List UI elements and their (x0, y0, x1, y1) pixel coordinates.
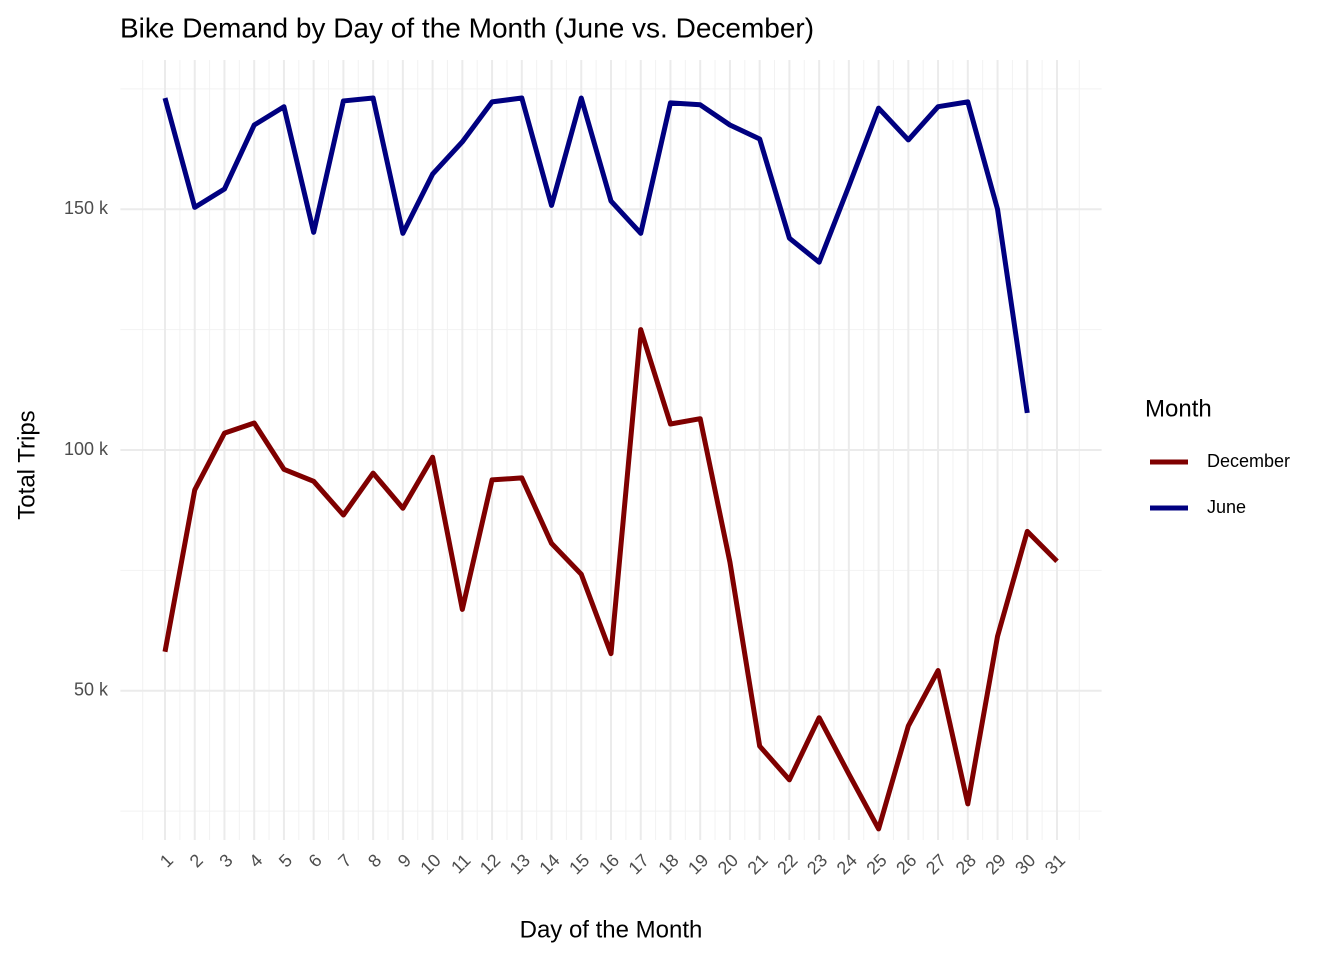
x-tick-label: 8 (364, 850, 385, 871)
x-tick-label: 21 (744, 850, 772, 878)
x-tick-label: 9 (394, 850, 415, 871)
x-tick-label: 17 (625, 850, 653, 878)
x-tick-label: 7 (334, 850, 355, 871)
x-tick-label: 14 (535, 850, 563, 878)
x-tick-label: 2 (186, 850, 207, 871)
chart-title: Bike Demand by Day of the Month (June vs… (120, 12, 814, 43)
x-tick-label: 1 (156, 850, 177, 871)
legend-label: June (1207, 497, 1246, 517)
x-tick-label: 28 (952, 850, 980, 878)
legend-label: December (1207, 451, 1290, 471)
x-tick-label: 12 (476, 850, 504, 878)
x-tick-label: 10 (416, 850, 444, 878)
y-axis-title: Total Trips (13, 410, 40, 519)
x-tick-label: 3 (215, 850, 236, 871)
x-tick-label: 27 (922, 850, 950, 878)
y-tick-label: 150 k (64, 198, 109, 218)
x-tick-label: 19 (684, 850, 712, 878)
x-tick-label: 13 (506, 850, 534, 878)
x-tick-label: 6 (305, 850, 326, 871)
x-tick-label: 11 (447, 850, 474, 877)
y-tick-label: 100 k (64, 439, 109, 459)
series-line (162, 327, 1059, 832)
x-tick-label: 15 (565, 850, 593, 878)
x-tick-label: 29 (981, 850, 1009, 878)
y-tick-label: 50 k (74, 679, 109, 699)
x-tick-label: 18 (654, 850, 682, 878)
x-tick-label: 25 (862, 850, 890, 878)
x-axis-title: Day of the Month (520, 916, 703, 943)
legend-title: Month (1145, 395, 1212, 422)
x-tick-label: 4 (245, 850, 266, 871)
series-line (162, 95, 1030, 414)
x-tick-label: 26 (892, 850, 920, 878)
x-tick-label: 22 (773, 850, 801, 878)
x-tick-label: 30 (1011, 850, 1039, 878)
x-tick-label: 20 (714, 850, 742, 878)
x-tick-label: 16 (595, 850, 623, 878)
x-tick-label: 5 (275, 850, 296, 871)
x-tick-label: 23 (803, 850, 831, 878)
x-tick-label: 24 (833, 850, 861, 878)
x-tick-label: 31 (1041, 850, 1069, 878)
